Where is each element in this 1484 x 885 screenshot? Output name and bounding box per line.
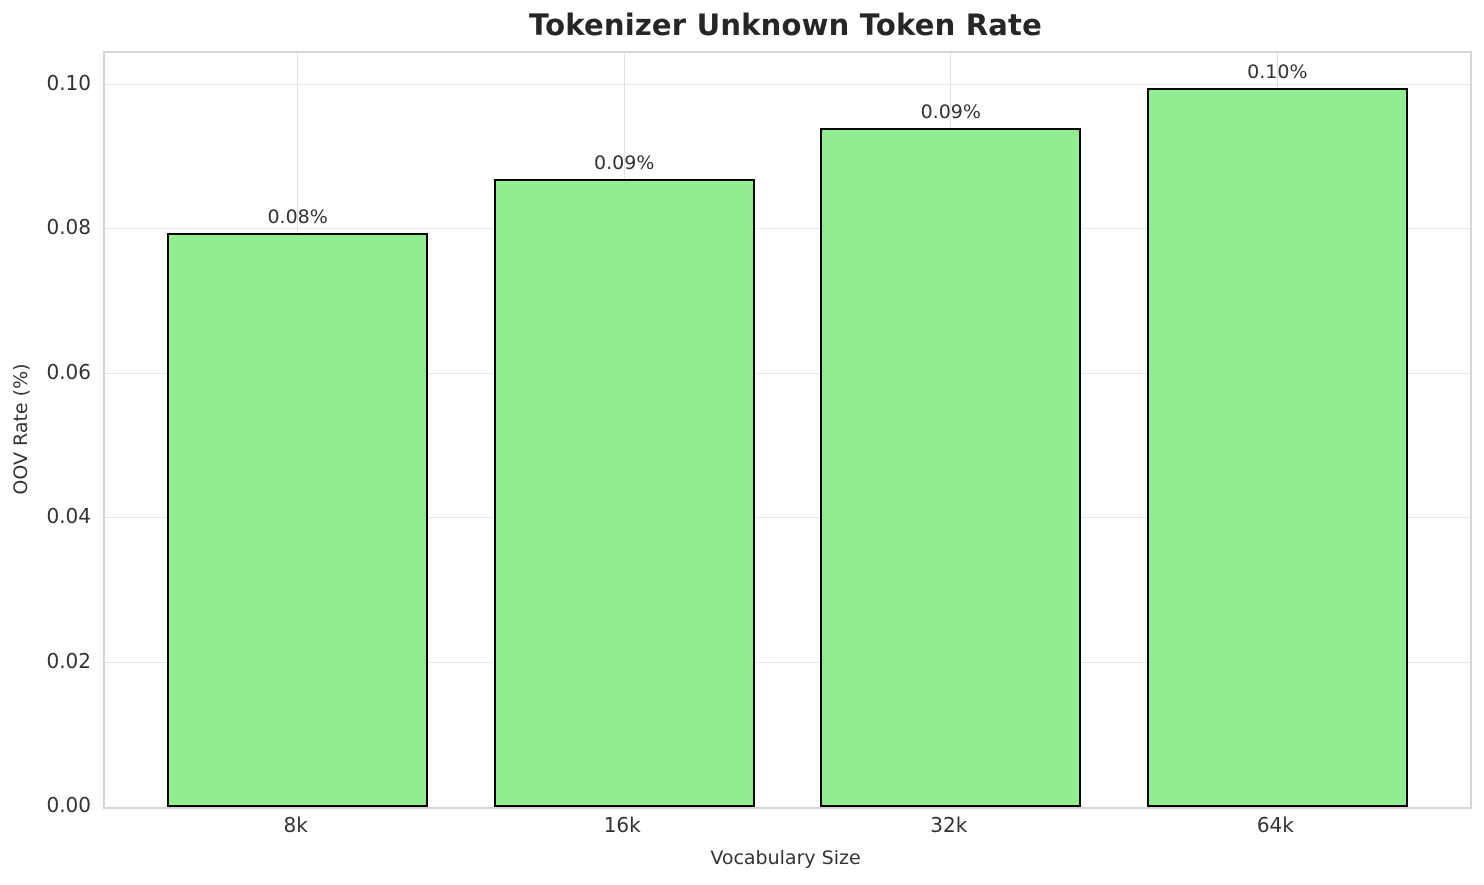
x-tick-label: 8k	[283, 813, 308, 837]
bar-value-label: 0.08%	[267, 205, 328, 228]
gridline-horizontal	[105, 517, 1470, 519]
y-tick-label: 0.00	[46, 793, 91, 817]
chart-title: Tokenizer Unknown Token Rate	[529, 8, 1042, 42]
gridline-horizontal	[105, 372, 1470, 374]
y-tick-label: 0.02	[46, 648, 91, 673]
gridline-horizontal	[105, 83, 1470, 85]
plot-area: 0.08% 0.09% 0.09% 0.10%	[103, 51, 1472, 809]
y-tick-label: 0.08	[46, 215, 91, 240]
gridline-horizontal	[105, 228, 1470, 230]
y-tick-label: 0.04	[46, 504, 91, 529]
bar	[493, 178, 755, 807]
x-tick-label: 16k	[603, 813, 641, 837]
bar-value-label: 0.10%	[1247, 61, 1308, 84]
bar-value-label: 0.09%	[920, 101, 981, 124]
gridline-horizontal	[105, 661, 1470, 663]
y-tick-label: 0.10	[46, 70, 91, 95]
bar	[820, 128, 1082, 807]
x-tick-label: 32k	[930, 813, 968, 837]
bar-value-label: 0.09%	[594, 151, 655, 174]
y-tick-label: 0.06	[46, 359, 91, 384]
x-tick-label: 64k	[1256, 813, 1294, 837]
x-axis-label: Vocabulary Size	[710, 847, 861, 869]
bar	[167, 232, 429, 807]
bar	[1146, 88, 1408, 807]
